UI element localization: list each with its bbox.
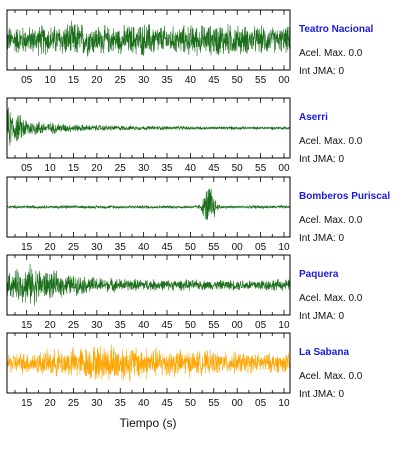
tick-label: 30	[91, 242, 103, 253]
tick-label: 55	[255, 75, 267, 86]
tick-label: 05	[21, 163, 33, 174]
tick-label: 00	[232, 242, 244, 253]
tick-label: 15	[21, 320, 33, 331]
panel-frame	[6, 332, 291, 394]
station-name: Teatro Nacional	[299, 24, 374, 35]
tick-label: 00	[278, 75, 290, 86]
tick-label: 30	[138, 75, 150, 86]
panel-frame	[6, 254, 291, 316]
max-acceleration-label: Acel. Max. 0.0	[299, 48, 363, 59]
tick-label: 10	[278, 398, 290, 409]
tick-label: 25	[68, 320, 80, 331]
tick-label: 45	[208, 163, 220, 174]
jma-intensity-label: Int JMA: 0	[299, 66, 345, 77]
tick-label: 45	[161, 242, 173, 253]
tick-label: 30	[91, 398, 103, 409]
tick-label: 35	[115, 398, 127, 409]
tick-label: 20	[91, 163, 103, 174]
max-acceleration-label: Acel. Max. 0.0	[299, 371, 363, 382]
max-acceleration-label: Acel. Max. 0.0	[299, 136, 363, 147]
x-axis-label: Tiempo (s)	[119, 416, 177, 430]
tick-label: 55	[208, 320, 220, 331]
jma-intensity-label: Int JMA: 0	[299, 389, 345, 400]
tick-label: 10	[278, 320, 290, 331]
tick-label: 05	[21, 75, 33, 86]
tick-label: 15	[68, 75, 80, 86]
tick-label: 45	[208, 75, 220, 86]
tick-label: 40	[138, 242, 150, 253]
station-name: Bomberos Puriscal	[299, 191, 391, 202]
tick-label: 35	[161, 75, 173, 86]
tick-label: 35	[161, 163, 173, 174]
tick-label: 15	[21, 242, 33, 253]
tick-label: 50	[185, 398, 197, 409]
panel-5: 15 20 25 30 35 40 45 50 55 00 05 10	[6, 332, 291, 409]
tick-label: 55	[255, 163, 267, 174]
tick-label: 15	[21, 398, 33, 409]
panel-4: 15 20 25 30 35 40 45 50 55 00 05 10	[6, 254, 291, 331]
tick-label: 10	[45, 163, 57, 174]
tick-label: 40	[138, 320, 150, 331]
station-name: Paquera	[299, 269, 339, 280]
panel-frame	[6, 9, 291, 71]
tick-label: 20	[91, 75, 103, 86]
tick-label: 00	[232, 398, 244, 409]
tick-label: 10	[45, 75, 57, 86]
tick-label: 40	[185, 75, 197, 86]
station-name: La Sabana	[299, 347, 350, 358]
jma-intensity-label: Int JMA: 0	[299, 154, 345, 165]
tick-label: 20	[45, 398, 57, 409]
jma-intensity-label: Int JMA: 0	[299, 311, 345, 322]
tick-label: 45	[161, 320, 173, 331]
tick-label: 35	[115, 320, 127, 331]
max-acceleration-label: Acel. Max. 0.0	[299, 293, 363, 304]
tick-label: 20	[45, 320, 57, 331]
waveform-trace	[6, 344, 291, 382]
jma-intensity-label: Int JMA: 0	[299, 233, 345, 244]
waveform-trace	[6, 107, 291, 146]
tick-label: 50	[185, 242, 197, 253]
tick-label: 00	[232, 320, 244, 331]
tick-label: 55	[208, 242, 220, 253]
panel-3: 15 20 25 30 35 40 45 50 55 00 05 10	[6, 176, 291, 253]
tick-label: 25	[115, 163, 127, 174]
tick-label: 20	[45, 242, 57, 253]
waveform-trace	[6, 263, 291, 306]
tick-label: 25	[115, 75, 127, 86]
tick-label: 50	[232, 163, 244, 174]
tick-label: 05	[255, 320, 267, 331]
tick-label: 30	[138, 163, 150, 174]
tick-label: 10	[278, 242, 290, 253]
waveform-trace	[6, 188, 291, 220]
panel-frame	[6, 176, 291, 238]
tick-label: 05	[255, 398, 267, 409]
tick-label: 55	[208, 398, 220, 409]
waveform-trace	[6, 20, 291, 57]
tick-label: 00	[278, 163, 290, 174]
tick-label: 15	[68, 163, 80, 174]
tick-label: 50	[232, 75, 244, 86]
panel-2: 05 10 15 20 25 30 35 40 45 50 55 00	[6, 97, 291, 174]
tick-label: 40	[185, 163, 197, 174]
tick-label: 25	[68, 242, 80, 253]
panel-frame	[6, 97, 291, 159]
tick-label: 05	[255, 242, 267, 253]
tick-label: 25	[68, 398, 80, 409]
tick-label: 40	[138, 398, 150, 409]
tick-label: 50	[185, 320, 197, 331]
station-name: Aserri	[299, 112, 328, 123]
tick-label: 30	[91, 320, 103, 331]
tick-label: 45	[161, 398, 173, 409]
tick-label: 35	[115, 242, 127, 253]
max-acceleration-label: Acel. Max. 0.0	[299, 215, 363, 226]
panel-1: 05 10 15 20 25 30 35 40 45 50 55 00	[6, 9, 291, 86]
